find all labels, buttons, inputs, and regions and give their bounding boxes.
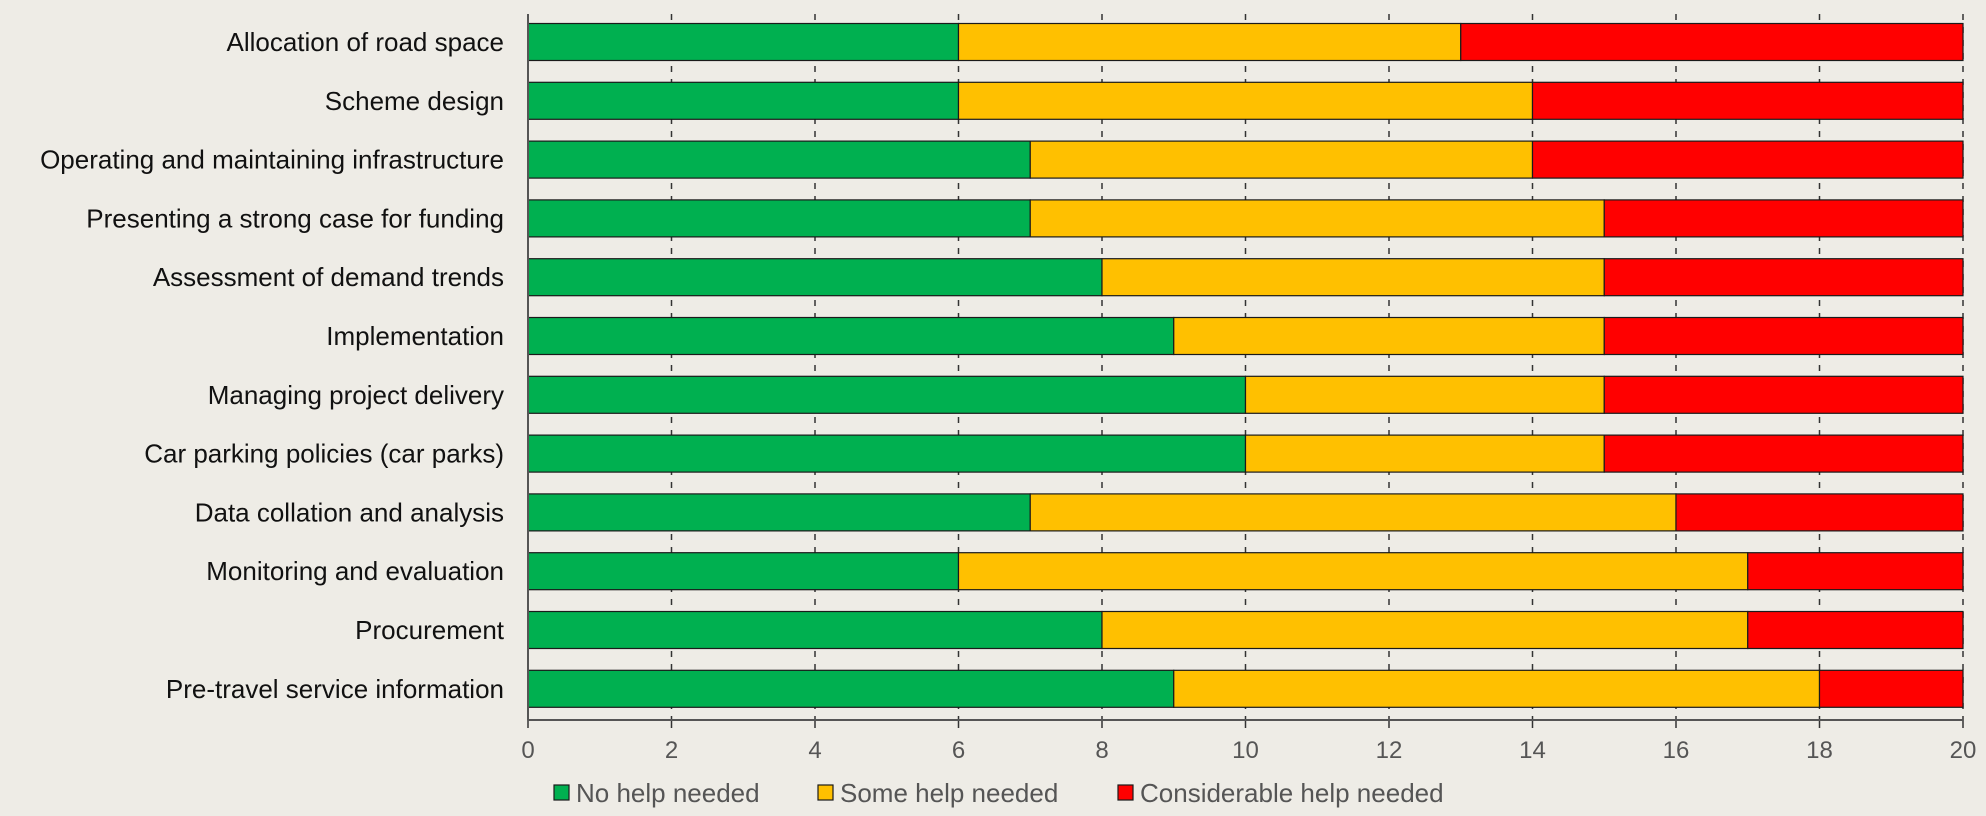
category-label: Presenting a strong case for funding [86, 203, 504, 233]
x-tick-labels: 0 2 4 6 8 10 12 14 16 18 20 [521, 737, 1976, 764]
bar-segment [1173, 669, 1821, 708]
legend-swatch [553, 784, 570, 801]
bar-segment [1244, 375, 1605, 414]
bar-segment [957, 81, 1534, 120]
bar-segment [1029, 140, 1534, 179]
x-tick-label: 2 [665, 737, 678, 764]
category-label: Operating and maintaining infrastructure [40, 145, 504, 175]
bar-segment [1747, 552, 1964, 591]
category-label: Allocation of road space [226, 27, 504, 57]
category-label: Car parking policies (car parks) [144, 439, 504, 469]
bar-segment [1747, 610, 1964, 650]
bar-segment [527, 610, 1103, 650]
x-tick-label: 14 [1519, 737, 1546, 764]
bar-segment [1101, 610, 1749, 650]
legend-swatch [1117, 784, 1134, 801]
bar-segment [527, 22, 960, 62]
bar-segment [1460, 22, 1964, 62]
legend: No help needed Some help needed Considerab… [553, 778, 1444, 808]
bars-layer [527, 22, 1964, 708]
bar-segment [1173, 316, 1605, 356]
category-label: Implementation [326, 321, 504, 351]
bar-segment [1603, 375, 1964, 414]
category-label: Managing project delivery [208, 380, 504, 410]
x-tick-label: 10 [1232, 737, 1259, 764]
category-labels: Allocation of road space Scheme design Ope… [40, 27, 505, 704]
bar-segment [1603, 316, 1964, 356]
bar-segment [527, 140, 1031, 179]
bar-segment [527, 316, 1175, 356]
x-tick-label: 8 [1095, 737, 1108, 764]
bar-segment [1603, 434, 1964, 473]
bar-segment [1101, 258, 1605, 297]
bar-segment [1531, 140, 1964, 179]
axis-layer [527, 14, 1964, 728]
legend-swatch [817, 784, 834, 801]
bar-segment [1531, 81, 1964, 120]
bar-segment [527, 669, 1175, 708]
legend-label: No help needed [576, 778, 760, 808]
x-tick-label: 16 [1663, 737, 1690, 764]
bar-segment [527, 493, 1031, 532]
x-tick-label: 6 [952, 737, 965, 764]
bar-segment [957, 552, 1749, 591]
bar-segment [527, 199, 1031, 238]
bar-segment [527, 81, 960, 120]
bar-segment [1603, 258, 1964, 297]
category-label: Monitoring and evaluation [206, 556, 504, 586]
category-label: Pre-travel service information [166, 674, 504, 704]
category-label: Assessment of demand trends [153, 262, 504, 292]
x-tick-label: 18 [1806, 737, 1833, 764]
category-label: Scheme design [325, 86, 504, 116]
x-tick-label: 4 [808, 737, 821, 764]
x-tick-label: 12 [1376, 737, 1403, 764]
bar-segment [1603, 199, 1964, 238]
legend-label: Some help needed [840, 778, 1058, 808]
bar-segment [1244, 434, 1605, 473]
bar-segment [1675, 493, 1964, 532]
x-tick-label: 0 [521, 737, 534, 764]
category-label: Data collation and analysis [195, 497, 504, 527]
bar-segment [527, 434, 1247, 473]
bar-segment [527, 552, 960, 591]
bar-segment [1029, 493, 1677, 532]
bar-segment [527, 258, 1103, 297]
category-label: Procurement [355, 615, 505, 645]
grid-layer [670, 14, 1964, 720]
legend-label: Considerable help needed [1140, 778, 1444, 808]
bar-segment [957, 22, 1462, 62]
bar-segment [1029, 199, 1605, 238]
bar-segment [1818, 669, 1964, 708]
bar-segment [527, 375, 1247, 414]
x-tick-label: 20 [1950, 737, 1977, 764]
